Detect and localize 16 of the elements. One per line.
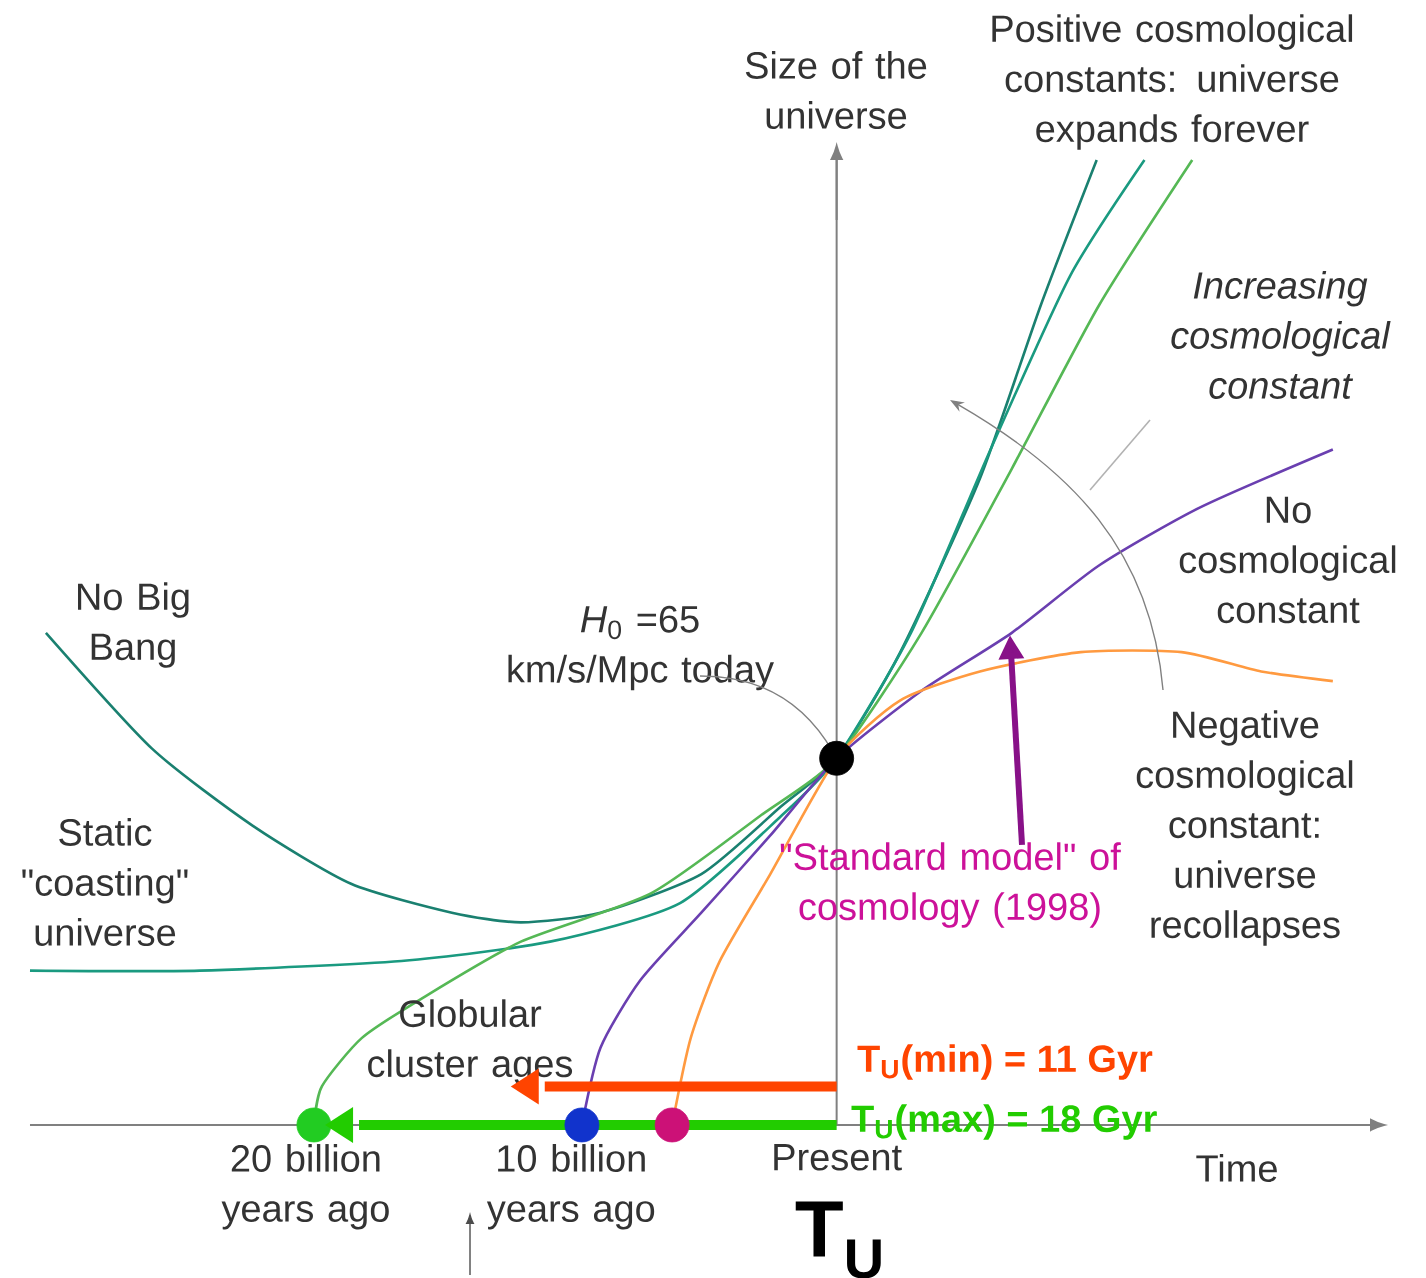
series-label: T$_{U}$(min) = 11 Gyr bbox=[857, 1044, 1153, 1080]
text: T$_{U}$ bbox=[795, 1201, 881, 1278]
text: Positive cosmological constants: universe expands forever bbox=[992, 14, 1353, 150]
series-label: T$_{U}$(max) = 18 Gyr bbox=[851, 1104, 1157, 1140]
annotation: "Standard model" of cosmology (1998) bbox=[780, 842, 1121, 928]
annotation: H$_{0}$ =65 km/s/Mpc today bbox=[508, 605, 774, 691]
series-label: No cosmological constant bbox=[1179, 496, 1396, 624]
series-label: Static "coasting" universe bbox=[22, 818, 188, 946]
x-tick-label: Present bbox=[774, 1144, 902, 1171]
y-axis-title: Size of the universe bbox=[745, 51, 927, 129]
x-tick-label: 10 billion years ago bbox=[486, 1144, 655, 1230]
annotation: Increasing cosmological constant bbox=[1171, 270, 1391, 399]
series-label: No Big Bang bbox=[78, 582, 189, 668]
x-tick-label: 20 billion years ago bbox=[221, 1144, 389, 1230]
x-axis-title: Time bbox=[1196, 1154, 1277, 1182]
series-label: Negative cosmological constant: universe recollapses bbox=[1136, 710, 1353, 946]
